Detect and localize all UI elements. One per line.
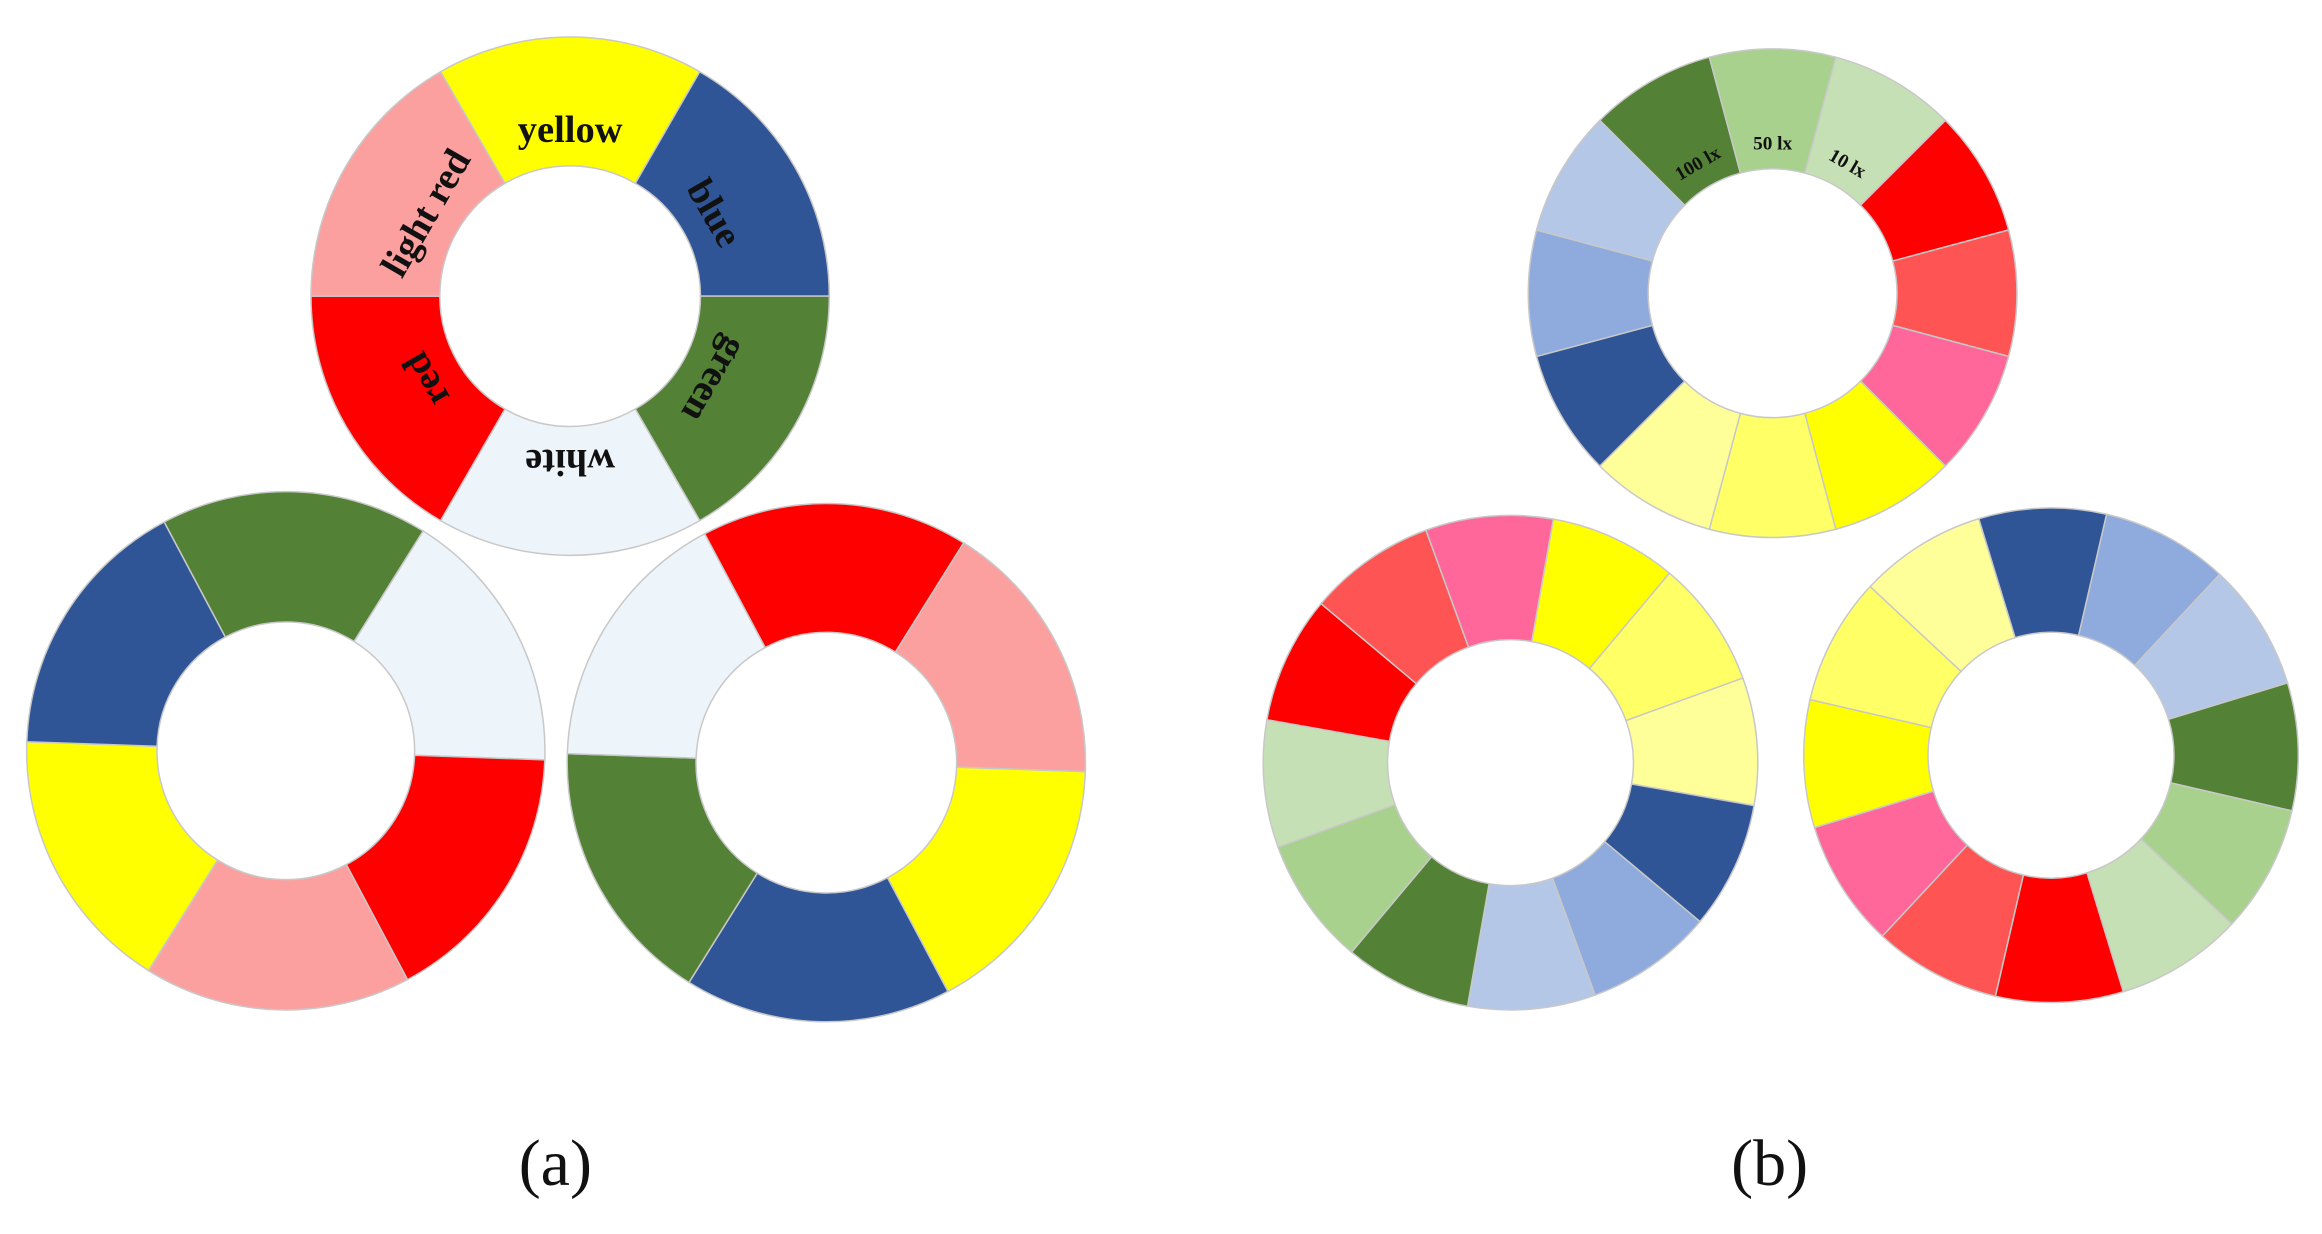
color-wheel — [25, 490, 546, 1011]
segment — [439, 408, 701, 556]
segment — [310, 70, 507, 297]
segment — [1535, 119, 1686, 262]
segment — [566, 532, 767, 759]
panel-label: (a) — [519, 1127, 592, 1200]
segment-label: 50 lx — [1753, 134, 1792, 155]
segment — [25, 740, 219, 972]
segment — [566, 752, 759, 984]
segment — [687, 872, 950, 1023]
segment — [703, 502, 965, 654]
segment — [163, 490, 425, 643]
segment — [439, 36, 701, 185]
color-wheel — [1262, 514, 1759, 1011]
segment — [1319, 529, 1470, 685]
segment — [886, 766, 1087, 993]
segment — [310, 295, 507, 522]
segment — [1869, 517, 2017, 673]
segment — [634, 70, 831, 297]
segment-label: white — [525, 441, 615, 483]
segment — [345, 754, 546, 981]
segment — [894, 541, 1087, 773]
color-wheel — [1802, 507, 2300, 1004]
segment — [634, 295, 831, 522]
segment — [26, 520, 227, 748]
segment — [353, 529, 546, 761]
segment — [147, 859, 409, 1011]
color-wheel — [566, 502, 1087, 1023]
panel-label: (b) — [1731, 1127, 1808, 1200]
segment-label: yellow — [518, 109, 623, 151]
